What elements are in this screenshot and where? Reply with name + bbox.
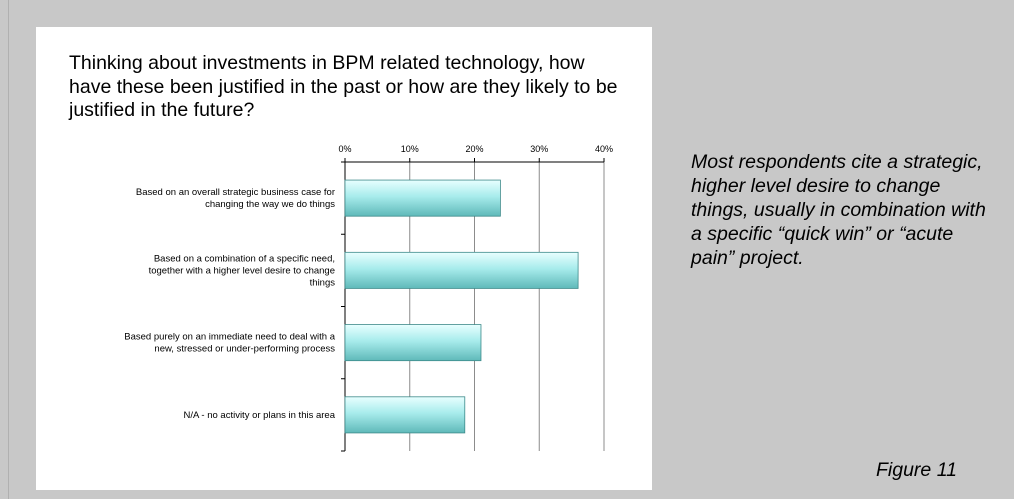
x-tick-label: 0%: [338, 144, 351, 154]
x-tick-label: 20%: [465, 144, 483, 154]
bar: [344, 396, 466, 434]
bar: [344, 251, 579, 289]
category-label: N/A - no activity or plans in this area: [183, 410, 335, 421]
chart-panel: Thinking about investments in BPM relate…: [36, 27, 652, 490]
bar: [344, 324, 482, 362]
category-label: together with a higher level desire to c…: [149, 265, 335, 276]
category-label: Based on a combination of a specific nee…: [154, 253, 335, 264]
x-tick-label: 40%: [595, 144, 613, 154]
commentary-text: Most respondents cite a strategic, highe…: [691, 151, 986, 269]
category-label: Based on an overall strategic business c…: [136, 187, 335, 198]
figure-label: Figure 11: [876, 459, 957, 481]
x-tick-label: 10%: [401, 144, 419, 154]
x-tick-label: 30%: [530, 144, 548, 154]
bar-chart: 0% 10% 20% 30% 40% Based on an overall strate…: [124, 144, 613, 452]
chart-title: Thinking about investments in BPM relate…: [69, 52, 618, 121]
category-label: changing the way we do things: [205, 199, 335, 210]
category-label: new, stressed or under-performing proces…: [154, 344, 335, 355]
category-label: Based purely on an immediate need to dea…: [124, 332, 335, 343]
bar: [344, 179, 501, 217]
category-label: things: [310, 277, 336, 288]
